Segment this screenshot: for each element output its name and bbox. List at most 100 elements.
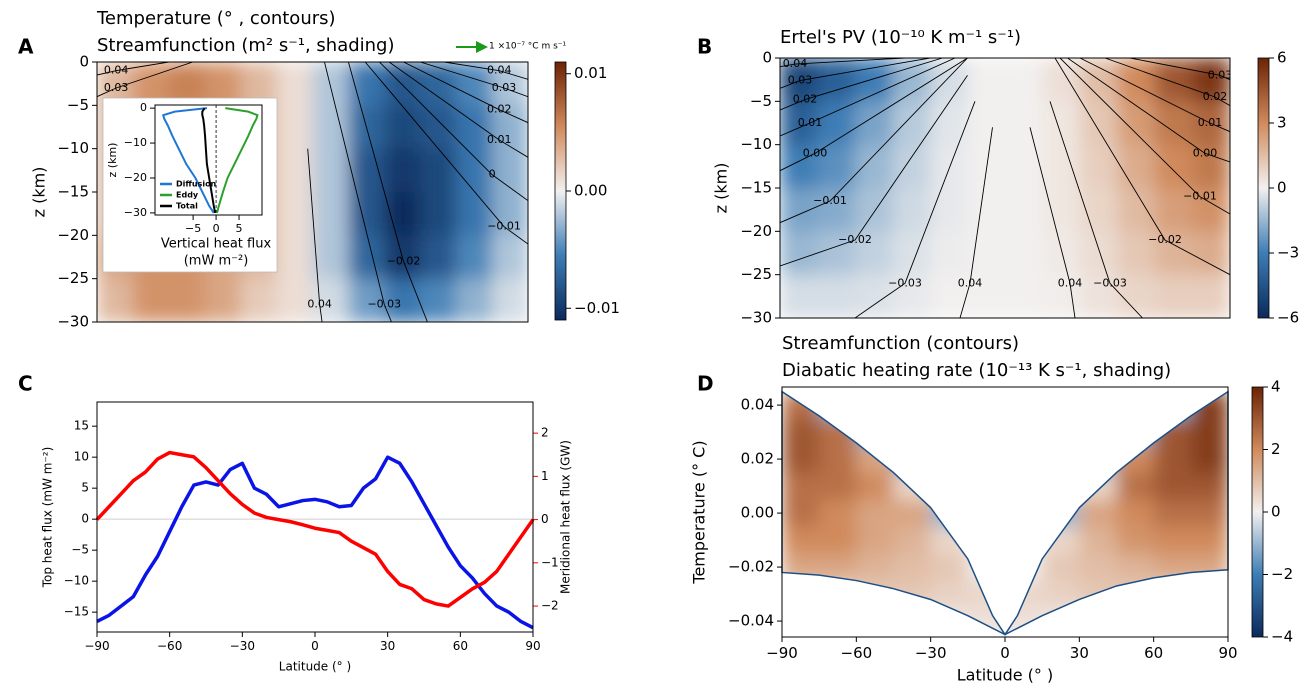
contour-label: 0.00: [1193, 146, 1218, 159]
heatmap-cell: [492, 192, 528, 236]
y-tick-label: 0.02: [741, 450, 774, 468]
contour-label: 0.04: [1058, 276, 1083, 289]
heatmap-cell: [1080, 231, 1119, 276]
y2-tick-label: −2: [541, 599, 559, 613]
contour-label: 0.04: [958, 276, 983, 289]
heatmap-cell: [97, 278, 134, 322]
y-tick-label: 10: [74, 450, 89, 464]
heatmap-cell: [456, 62, 493, 106]
colorbar-tick-label: 0.00: [574, 182, 607, 200]
chart-title: Ertel's PV (10⁻¹⁰ K m⁻¹ s⁻¹): [780, 27, 1021, 48]
contour-line: [1054, 58, 1230, 276]
heatmap-cell: [930, 231, 969, 276]
contour-label: −0.01: [813, 194, 847, 207]
y2-tick-label: 2: [541, 426, 549, 440]
heatmap-cell: [819, 580, 857, 609]
heatmap-cell: [456, 148, 493, 193]
contour-label: −0.02: [838, 233, 872, 246]
contour-line: [97, 62, 169, 76]
y-tick-label: −15: [740, 179, 772, 197]
heatmap-cell: [930, 101, 969, 146]
y-tick-label: −20: [740, 222, 772, 240]
contour-label: −0.01: [1183, 190, 1217, 203]
heatmap-cell: [782, 553, 820, 582]
heatmap-cell: [492, 235, 528, 280]
heatmap-cell: [1117, 188, 1156, 232]
heatmap-cell: [819, 499, 857, 528]
colorbar-tick-label: −3: [1277, 244, 1299, 262]
heatmap-cell: [1079, 553, 1118, 582]
contour-label: 0.02: [1203, 90, 1228, 103]
heatmap-cell: [1005, 144, 1044, 189]
x-tick-label: 90: [1218, 644, 1237, 662]
y-tick-label: −15: [57, 183, 89, 201]
contour-line: [97, 62, 193, 98]
y-tick-label: 0.00: [741, 504, 774, 522]
contour-label: 0.04: [307, 298, 332, 311]
contour-line: [388, 62, 528, 158]
colorbar-tick-label: −6: [1277, 309, 1299, 327]
heatmap-cell: [312, 192, 350, 236]
heatmap-cell: [855, 58, 894, 102]
heatmap-cell: [817, 231, 856, 276]
heatmap-cell: [420, 235, 457, 280]
heatmap-cell: [819, 391, 857, 420]
series-line: [96, 455, 534, 630]
heatmap-cell: [1079, 580, 1118, 609]
heatmap-cell: [1192, 58, 1230, 102]
heatmap-cell: [1079, 391, 1118, 420]
x-tick-label: −60: [157, 639, 182, 653]
heatmap-cell: [967, 526, 1006, 555]
plot-frame: [779, 57, 1231, 319]
heatmap-cell: [384, 148, 421, 193]
heatmap-cell: [782, 445, 820, 474]
heatmap-cell: [1190, 445, 1228, 474]
heatmap-cell: [1155, 144, 1194, 189]
heatmap-cell: [967, 231, 1006, 276]
heatmap-cell: [967, 274, 1006, 318]
x-tick-label: −60: [841, 644, 873, 662]
contour-label: 0.03: [492, 81, 517, 94]
contour-line: [1129, 58, 1230, 81]
heatmap-cell: [276, 62, 314, 106]
heatmap-cell: [892, 188, 931, 232]
heatmap-cell: [492, 278, 528, 322]
heatmap-cell: [1153, 418, 1192, 447]
heatmap-cell: [492, 148, 528, 193]
heatmap-cell: [1079, 607, 1118, 635]
plot-frame: [96, 401, 534, 633]
heatmap-cell: [893, 607, 932, 635]
heatmap-cell: [782, 418, 820, 447]
heatmap-cell: [1190, 499, 1228, 528]
heatmap-cell: [1116, 526, 1155, 555]
heatmap-cell: [819, 445, 857, 474]
heatmap-cell: [892, 58, 931, 102]
contour-label: 0.00: [803, 146, 828, 159]
heatmap-cell: [276, 105, 314, 150]
contour-label: 0.01: [1198, 116, 1223, 129]
heatmap-cell: [384, 105, 421, 150]
heatmap-cell: [782, 472, 820, 501]
heatmap-cell: [817, 101, 856, 146]
heatmap-cell: [782, 607, 820, 635]
heatmap-cell: [893, 553, 932, 582]
heatmap-cell: [1192, 144, 1230, 189]
inset-line: [162, 107, 215, 214]
heatmap-cell: [1005, 391, 1043, 420]
heatmap-cell: [1005, 499, 1043, 528]
heatmap-cell: [1153, 607, 1192, 635]
heatmap-cell: [967, 101, 1006, 146]
heatmap-cell: [1153, 472, 1192, 501]
heatmap-cell: [1005, 231, 1044, 276]
heatmap-cell: [967, 188, 1006, 232]
heatmap-cell: [856, 553, 895, 582]
heatmap-cell: [855, 144, 894, 189]
colorbar-tick-label: 3: [1277, 114, 1287, 132]
heatmap-cell: [930, 526, 969, 555]
colorbar-tick-label: −0.01: [574, 299, 620, 317]
y-tick-label: 15: [74, 419, 89, 433]
y2-tick-label: −1: [541, 555, 559, 569]
colorbar-tick-label: 0: [1277, 179, 1287, 197]
heatmap-cell: [1005, 553, 1043, 582]
heatmap-cell: [1042, 101, 1081, 146]
